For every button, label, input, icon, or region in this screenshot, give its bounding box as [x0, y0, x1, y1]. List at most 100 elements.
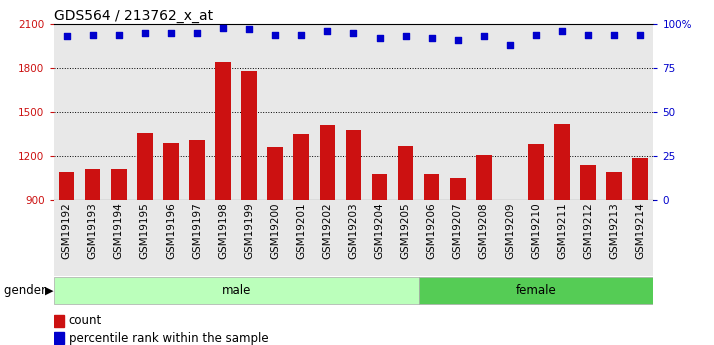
Text: GSM19193: GSM19193 — [88, 203, 98, 259]
Bar — [580, 165, 596, 200]
Point — [374, 36, 386, 41]
Text: GSM19200: GSM19200 — [270, 203, 280, 259]
Point — [608, 32, 620, 38]
Text: GSM19210: GSM19210 — [531, 203, 541, 259]
Bar — [341, 200, 366, 276]
Bar — [497, 200, 523, 276]
Text: count: count — [69, 314, 102, 327]
Bar — [418, 200, 445, 276]
Text: GSM19198: GSM19198 — [218, 203, 228, 259]
Text: GSM19212: GSM19212 — [583, 203, 593, 259]
Point — [452, 37, 463, 43]
Bar — [606, 172, 622, 200]
Bar — [471, 200, 497, 276]
Text: GSM19213: GSM19213 — [609, 203, 619, 259]
Bar — [601, 200, 627, 276]
Bar — [215, 62, 231, 200]
Bar — [54, 200, 80, 276]
Point — [165, 30, 176, 36]
Bar — [424, 174, 440, 200]
Text: GSM19203: GSM19203 — [348, 203, 358, 259]
Text: GSM19206: GSM19206 — [427, 203, 437, 259]
Bar — [372, 174, 387, 200]
Point — [400, 34, 411, 39]
Bar — [80, 200, 106, 276]
Text: GSM19192: GSM19192 — [61, 203, 71, 259]
Point — [87, 32, 99, 38]
Bar — [575, 200, 601, 276]
Point — [556, 28, 568, 34]
Text: GSM19199: GSM19199 — [244, 203, 254, 259]
Text: GSM19194: GSM19194 — [114, 203, 124, 259]
Text: GSM19196: GSM19196 — [166, 203, 176, 259]
Text: GSM19202: GSM19202 — [322, 203, 332, 259]
Text: GSM19204: GSM19204 — [375, 203, 385, 259]
Point — [139, 30, 151, 36]
Bar — [54, 315, 64, 327]
Point — [478, 34, 490, 39]
Bar — [393, 200, 418, 276]
Point — [321, 28, 333, 34]
Bar — [314, 200, 341, 276]
Text: GSM19201: GSM19201 — [296, 203, 306, 259]
Bar — [476, 155, 492, 200]
Bar — [241, 71, 257, 200]
Bar — [163, 143, 178, 200]
Bar — [450, 178, 466, 200]
Point — [243, 27, 255, 32]
Bar — [418, 277, 653, 304]
Bar — [111, 169, 126, 200]
Bar — [54, 277, 418, 304]
Bar — [398, 146, 413, 200]
Bar — [523, 200, 549, 276]
Bar — [132, 200, 158, 276]
Text: GDS564 / 213762_x_at: GDS564 / 213762_x_at — [54, 9, 213, 23]
Bar — [366, 200, 393, 276]
Bar — [293, 134, 309, 200]
Bar — [210, 200, 236, 276]
Point — [635, 32, 646, 38]
Text: GSM19195: GSM19195 — [140, 203, 150, 259]
Bar — [627, 200, 653, 276]
Text: GSM19205: GSM19205 — [401, 203, 411, 259]
Bar — [137, 132, 153, 200]
Bar — [633, 158, 648, 200]
Text: GSM19207: GSM19207 — [453, 203, 463, 259]
Bar — [262, 200, 288, 276]
Text: GSM19211: GSM19211 — [557, 203, 567, 259]
Bar — [267, 147, 283, 200]
Text: GSM19208: GSM19208 — [479, 203, 489, 259]
Point — [113, 32, 124, 38]
Point — [217, 25, 228, 30]
Point — [61, 34, 72, 39]
Point — [426, 36, 438, 41]
Text: ▶: ▶ — [45, 286, 54, 296]
Bar — [158, 200, 184, 276]
Point — [583, 32, 594, 38]
Bar — [85, 169, 101, 200]
Point — [191, 30, 203, 36]
Bar — [528, 144, 544, 200]
Bar — [502, 200, 518, 203]
Bar — [554, 124, 570, 200]
Bar — [288, 200, 314, 276]
Text: GSM19197: GSM19197 — [192, 203, 202, 259]
Text: gender: gender — [4, 284, 49, 297]
Bar — [54, 332, 64, 344]
Text: male: male — [221, 284, 251, 297]
Point — [296, 32, 307, 38]
Bar — [549, 200, 575, 276]
Bar — [445, 200, 471, 276]
Text: GSM19214: GSM19214 — [635, 203, 645, 259]
Text: female: female — [516, 284, 556, 297]
Point — [531, 32, 542, 38]
Point — [269, 32, 281, 38]
Bar — [236, 200, 262, 276]
Bar — [184, 200, 210, 276]
Point — [504, 42, 516, 48]
Bar — [106, 200, 132, 276]
Point — [348, 30, 359, 36]
Bar — [189, 140, 205, 200]
Bar — [346, 130, 361, 200]
Bar — [320, 125, 335, 200]
